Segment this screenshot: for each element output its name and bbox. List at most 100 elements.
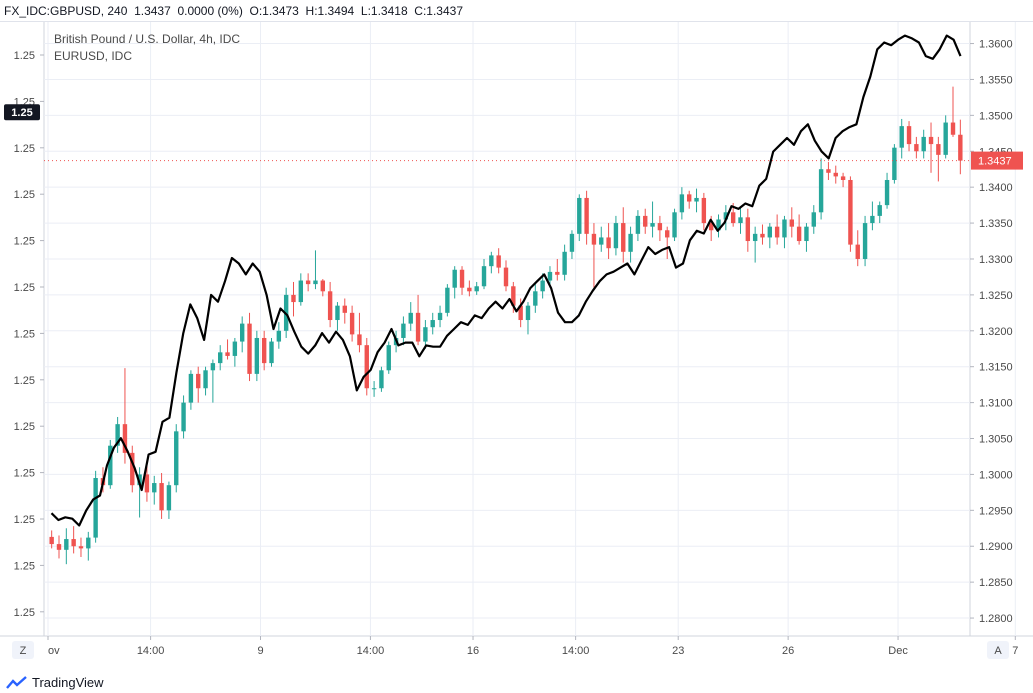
time-tick-label: 7 [1012,645,1018,657]
last-price: 1.3437 [134,4,171,18]
candle-body [489,255,494,267]
left-tick-label: 1.25 [14,328,35,340]
price-chart[interactable]: 1.25 1.25 1.25 1.25 1.25 1.25 1.25 1.25 1.25 1.25… [0,22,1033,672]
candle-body [452,269,457,288]
symbol-header: FX_IDC:GBPUSD, 240 1.3437 0.0000 (0%) O:… [0,0,1033,22]
candle-body [899,126,904,148]
legend-main-series[interactable]: British Pound / U.S. Dollar, 4h, IDC [54,32,240,46]
candle-body [943,122,948,155]
interval[interactable]: 240 [107,4,128,18]
candle [379,366,384,392]
time-axis[interactable]: ov 14:00 9 14:00 16 14:00 23 26 Dec 7 [47,636,1018,657]
candle-body [848,179,853,245]
candle [687,190,692,209]
candle-body [481,266,487,287]
candle [108,439,113,489]
candle [591,223,597,288]
candle-body [833,172,838,177]
candle-body [745,217,751,242]
left-price-axis[interactable]: 1.25 1.25 1.25 1.25 1.25 1.25 1.25 1.25 1.25 1.25… [4,50,44,619]
candle [767,223,773,249]
candle [716,214,721,238]
candle [533,284,538,313]
candle-body [239,323,245,342]
candle-body [555,271,560,275]
candle [254,330,260,382]
left-tick-label: 1.25 [14,50,35,62]
candle-body [591,233,597,245]
candle-body [401,323,406,338]
candle-body [577,197,582,234]
time-tick-label: 14:00 [357,645,385,657]
candle [496,248,501,274]
candle [137,467,142,518]
candle [906,121,912,152]
candle-body [738,217,743,224]
right-price-axis[interactable]: 1.36001.35501.35001.34501.34001.33501.33… [970,39,1013,626]
candle [291,281,296,317]
candle-body [437,312,443,321]
candle-body [196,373,201,389]
candle-body [518,305,523,321]
legend-overlay-series[interactable]: EURUSD, IDC [54,49,132,63]
candle-body [93,478,98,538]
left-tick-label: 1.25 [14,514,35,526]
candle-body [921,136,926,152]
candle [467,280,472,297]
candle-body [708,223,714,231]
candle-body [796,226,802,242]
price-change: 0.0000 (0%) [177,4,243,18]
candle [518,298,523,328]
candle-body [386,345,391,371]
candle-body [261,337,267,364]
candle [606,223,611,259]
candle [349,305,355,342]
candle [503,260,509,292]
left-tick-label: 1.25 [14,421,35,433]
candle-body [525,305,531,321]
candle [276,322,282,349]
candle [459,266,465,295]
zoom-button[interactable] [12,641,34,659]
candle [833,165,838,184]
candle-body [342,305,347,313]
candle [56,535,62,559]
candle-body [408,312,413,324]
candle-body [665,230,670,238]
chart-legend: British Pound / U.S. Dollar, 4h, IDC EUR… [54,32,240,63]
symbol-name[interactable]: FX_IDC:GBPUSD [4,4,101,18]
candle-body [496,255,501,268]
candle [577,194,582,242]
last-price-label: 1.3437 [978,156,1012,168]
candle [327,281,333,328]
candle-body [467,287,472,292]
candle [921,129,926,159]
candle [694,188,699,213]
candle [305,273,311,292]
candle-body [950,122,956,135]
right-tick-label: 1.3100 [979,398,1013,410]
right-tick-label: 1.3050 [979,434,1013,446]
candle [599,226,604,252]
candle-body [115,424,120,446]
candle-body [247,323,252,374]
candle [870,201,875,231]
candle-body [320,280,325,292]
candle-body [760,233,765,238]
right-tick-label: 1.3200 [979,326,1013,338]
candle [401,316,406,346]
left-crosshair-label: 1.25 [11,107,32,119]
left-tick-label: 1.25 [14,375,35,387]
candle-body [166,485,172,511]
candle-body [503,267,509,287]
candle [181,395,186,439]
candle-body [804,226,809,242]
tradingview-brand[interactable]: TradingView [6,675,104,690]
candle-body [840,176,846,180]
auto-scale-button[interactable] [987,641,1009,659]
candle-body [884,179,890,206]
candle-body [291,294,296,303]
candle [452,266,457,299]
low-value: 1.3418 [370,4,408,18]
time-tick-label: 23 [672,645,684,657]
